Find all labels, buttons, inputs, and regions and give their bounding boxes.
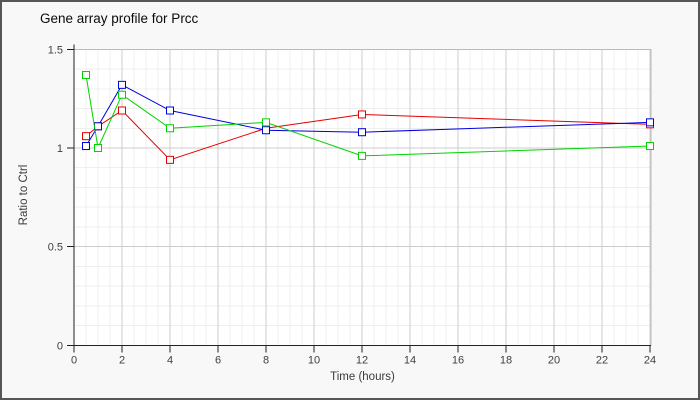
data-point-marker-blue [358, 128, 366, 137]
data-point-marker-blue [166, 106, 174, 115]
x-tick-label: 4 [167, 354, 173, 366]
x-tick-label: 8 [263, 354, 269, 366]
x-tick-label: 18 [500, 354, 512, 366]
data-point-marker-green [118, 90, 126, 99]
data-point-marker-blue [262, 126, 270, 135]
x-axis-label: Time (hours) [330, 371, 395, 383]
x-tick-label: 16 [452, 354, 464, 366]
y-tick-label: 0.5 [48, 242, 63, 254]
y-axis-label: Ratio to Ctrl [18, 164, 30, 226]
plot-frame [74, 48, 652, 346]
x-tick-label: 2 [119, 354, 125, 366]
x-tick-label: 24 [644, 354, 656, 366]
data-point-marker-red [166, 155, 174, 164]
y-tick-label: 1 [57, 143, 63, 155]
data-point-marker-green [646, 142, 654, 151]
data-point-marker-blue [118, 80, 126, 89]
x-tick-label: 20 [548, 354, 560, 366]
data-point-marker-green [82, 70, 90, 79]
data-point-marker-red [118, 106, 126, 115]
y-tick-label: 1.5 [48, 44, 63, 56]
data-point-marker-green [166, 124, 174, 133]
data-point-marker-green [94, 144, 102, 152]
chart-title: Gene array profile for Prcc [40, 11, 199, 26]
x-tick-label: 14 [404, 354, 416, 366]
data-point-marker-red [82, 132, 90, 141]
data-point-marker-blue [646, 118, 654, 127]
x-tick-label: 6 [215, 354, 221, 366]
x-tick-label: 22 [596, 354, 608, 366]
x-tick-label: 0 [71, 354, 77, 366]
data-point-marker-red [358, 110, 366, 119]
y-tick-label: 0 [57, 340, 63, 352]
data-point-marker-blue [82, 142, 90, 151]
x-tick-label: 10 [308, 354, 320, 366]
data-point-marker-green [358, 151, 366, 160]
x-tick-label: 12 [356, 354, 368, 366]
data-point-marker-blue [94, 122, 102, 131]
data-point-marker-green [262, 118, 270, 127]
